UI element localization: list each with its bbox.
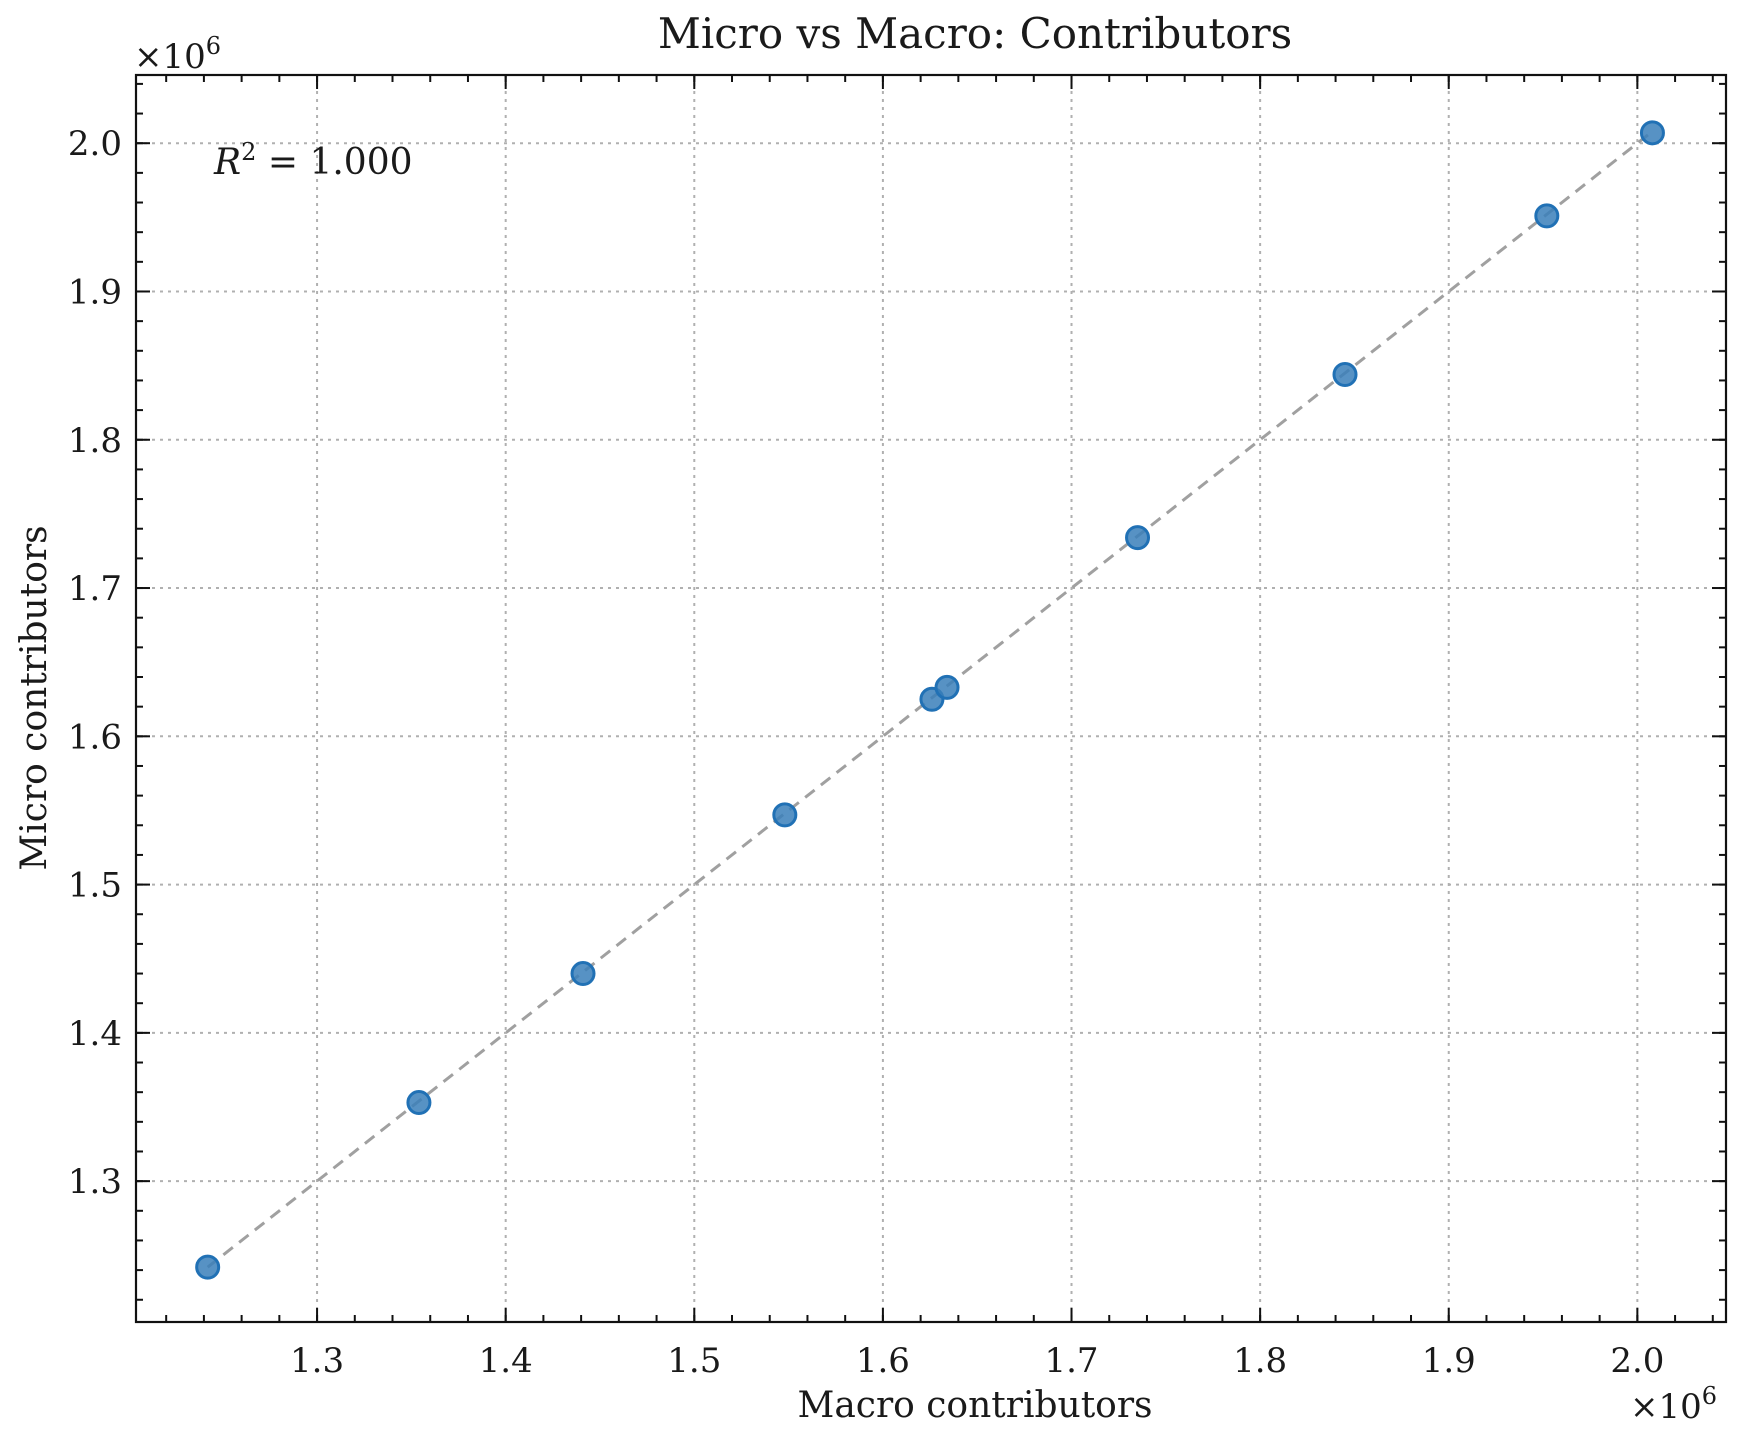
y-tick-label: 1.9: [68, 272, 122, 312]
x-tick-label: 1.3: [290, 1341, 344, 1381]
data-point: [406, 1090, 432, 1116]
grid: [136, 75, 1726, 1322]
data-point: [195, 1254, 221, 1280]
plot-frame: [134, 73, 1728, 1324]
x-tick-label: 1.4: [479, 1341, 533, 1381]
y-tick-label: 1.4: [68, 1014, 122, 1054]
x-multiplier: ×106: [1630, 1382, 1717, 1427]
data-points: [195, 120, 1665, 1280]
y-tick-label: 1.5: [68, 866, 122, 906]
data-point: [1332, 362, 1358, 388]
x-axis-label: Macro contributors: [797, 1385, 1152, 1426]
fit-line: [206, 130, 1654, 1269]
y-tick-label: 1.6: [68, 717, 122, 757]
y-tick-label: 2.0: [68, 124, 122, 164]
data-point: [934, 674, 960, 700]
data-point: [772, 802, 798, 828]
chart-title: Micro vs Macro: Contributors: [658, 9, 1292, 58]
y-tick-label: 1.8: [68, 421, 122, 461]
x-tick-label: 1.8: [1233, 1341, 1287, 1381]
y-multiplier: ×106: [134, 32, 221, 77]
r-squared-annotation: R2 = 1.000: [213, 138, 413, 183]
data-point: [1639, 120, 1665, 146]
axis-ticks: [136, 75, 1726, 1322]
data-point: [1125, 525, 1151, 551]
y-tick-label: 1.3: [68, 1162, 122, 1202]
x-tick-label: 2.0: [1610, 1341, 1664, 1381]
data-point: [1534, 203, 1560, 229]
x-tick-label: 1.5: [667, 1341, 721, 1381]
y-tick-label: 1.7: [68, 569, 122, 609]
x-tick-labels: 1.3 1.4 1.5 1.6 1.7 1.8 1.9 2.0: [290, 1341, 1664, 1381]
data-point: [570, 961, 596, 987]
y-axis-label: Micro contributors: [14, 525, 55, 870]
x-tick-label: 1.7: [1044, 1341, 1098, 1381]
y-tick-labels: 1.3 1.4 1.5 1.6 1.7 1.8 1.9 2.0: [68, 124, 122, 1202]
x-tick-label: 1.9: [1422, 1341, 1476, 1381]
x-tick-label: 1.6: [856, 1341, 910, 1381]
